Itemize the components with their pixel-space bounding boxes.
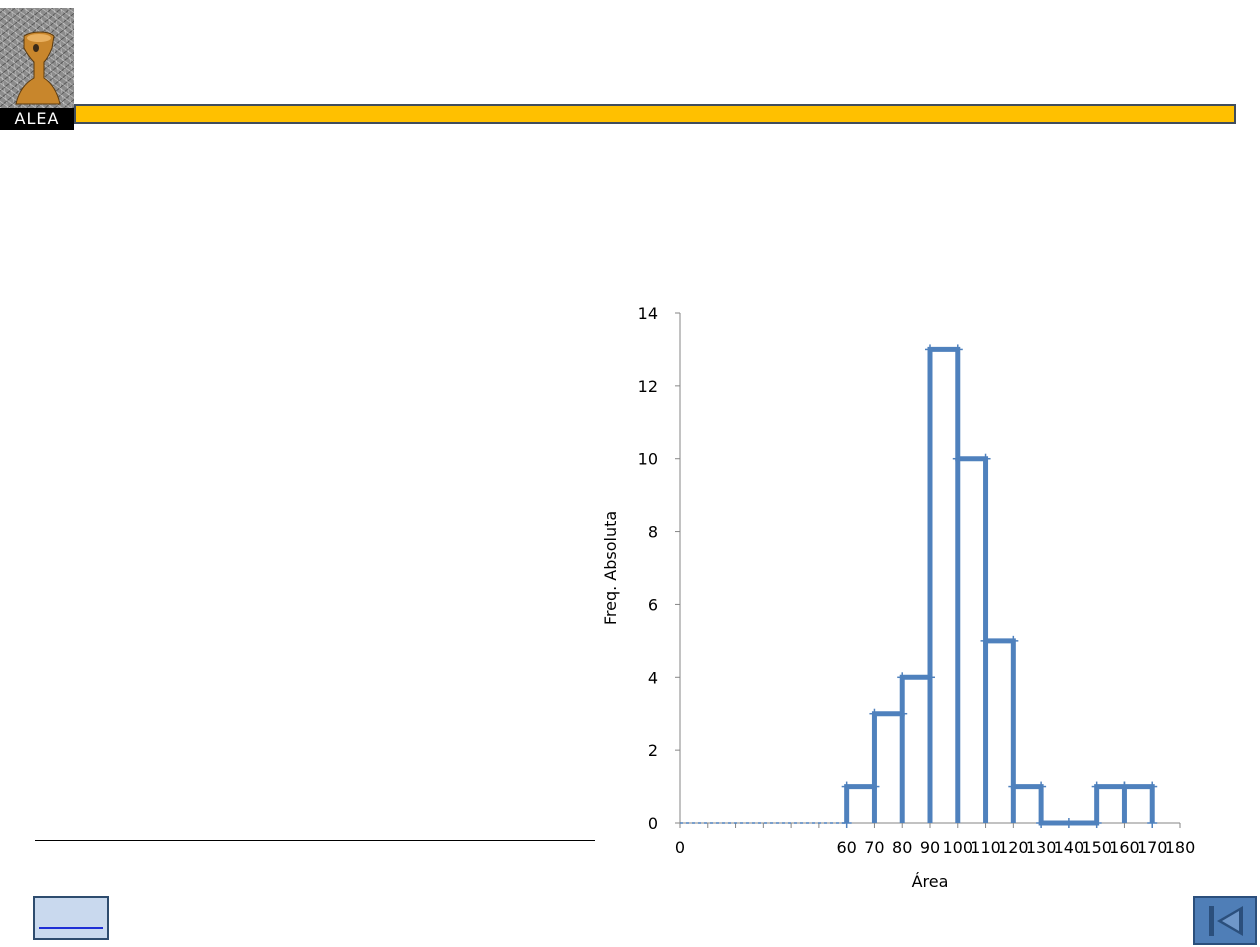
y-tick-label: 4 — [648, 668, 658, 687]
y-tick-label: 0 — [648, 814, 658, 833]
x-tick-label: 130 — [1026, 838, 1057, 857]
x-tick-label: 180 — [1165, 838, 1196, 857]
alea-logo: ALEA — [0, 8, 74, 130]
x-axis-title: Área — [912, 872, 949, 891]
y-tick-label: 6 — [648, 595, 658, 614]
x-tick-label: 120 — [998, 838, 1029, 857]
first-slide-icon — [1209, 906, 1243, 936]
x-tick-label: 0 — [675, 838, 685, 857]
x-tick-label: 60 — [836, 838, 856, 857]
x-tick-label: 160 — [1109, 838, 1140, 857]
header-accent-bar — [74, 104, 1236, 124]
logo-text: ALEA — [0, 108, 74, 130]
x-tick-label: 70 — [864, 838, 884, 857]
y-tick-label: 12 — [638, 377, 658, 396]
home-link-button[interactable] — [33, 896, 109, 940]
series-line — [844, 346, 1155, 826]
x-tick-label: 110 — [970, 838, 1001, 857]
logo-figure-icon — [15, 31, 61, 105]
x-tick-label: 90 — [920, 838, 940, 857]
y-tick-label: 14 — [638, 304, 658, 323]
home-link-icon[interactable] — [39, 927, 103, 929]
y-tick-label: 8 — [648, 523, 658, 542]
first-slide-button[interactable] — [1193, 896, 1257, 945]
footer-divider — [35, 840, 595, 841]
x-tick-label: 170 — [1137, 838, 1168, 857]
x-tick-label: 150 — [1081, 838, 1112, 857]
y-axis-title: Freq. Absoluta — [601, 511, 620, 625]
x-tick-label: 80 — [892, 838, 912, 857]
x-tick-label: 100 — [943, 838, 974, 857]
y-tick-label: 10 — [638, 450, 658, 469]
x-tick-label: 140 — [1054, 838, 1085, 857]
y-tick-label: 2 — [648, 741, 658, 760]
